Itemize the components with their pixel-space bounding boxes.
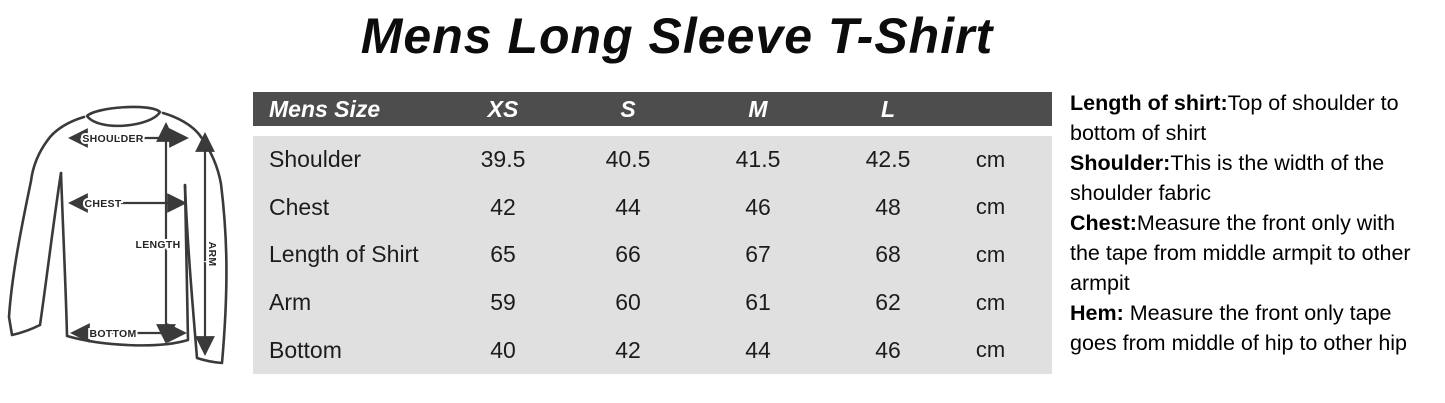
note-length-of-shirt: Length of shirt:Top of shoulder to botto… — [1070, 88, 1430, 148]
size-column-s: S — [620, 95, 636, 122]
value-cell: 61 — [745, 289, 771, 316]
arm-arrow-label: ARM — [206, 242, 218, 267]
note-description: Measure the front only with the tape fro… — [1070, 211, 1411, 295]
size-column-m: M — [748, 95, 768, 122]
table-row-shoulder: Shoulder 39.5 40.5 41.5 42.5 cm — [253, 136, 1052, 184]
note-shoulder: Shoulder:This is the width of the should… — [1070, 148, 1430, 208]
measurement-arrows — [68, 122, 215, 356]
value-cell: 44 — [615, 193, 641, 220]
row-label: Bottom — [269, 336, 342, 363]
note-hem: Hem: Measure the front only tape goes fr… — [1070, 298, 1430, 358]
note-description: Measure the front only tape goes from mi… — [1070, 301, 1408, 355]
value-cell: 39.5 — [480, 146, 526, 173]
table-row-arm: Arm 59 60 61 62 cm — [253, 279, 1052, 327]
size-column-xs: XS — [487, 95, 519, 122]
value-cell: 46 — [745, 193, 771, 220]
value-cell: 40 — [490, 336, 516, 363]
size-table-body: Shoulder 39.5 40.5 41.5 42.5 cm Chest 42… — [253, 136, 1052, 374]
size-column-l: L — [880, 95, 896, 122]
unit-label: cm — [975, 289, 1006, 315]
unit-label: cm — [975, 241, 1006, 267]
shirt-outline-drawing — [7, 105, 228, 365]
unit-label: cm — [975, 337, 1006, 363]
value-cell: 68 — [875, 241, 901, 268]
value-cell: 65 — [490, 241, 516, 268]
value-cell: 59 — [490, 289, 516, 316]
note-chest: Chest:Measure the front only with the ta… — [1070, 208, 1430, 298]
value-cell: 40.5 — [605, 146, 651, 173]
value-cell: 67 — [745, 241, 771, 268]
shoulder-arrow-label: SHOULDER — [82, 133, 143, 145]
measurement-notes: Length of shirt:Top of shoulder to botto… — [1070, 88, 1430, 358]
chest-arrow-label: CHEST — [84, 198, 121, 210]
table-row-chest: Chest 42 44 46 48 cm — [253, 184, 1052, 232]
value-cell: 62 — [875, 289, 901, 316]
value-cell: 66 — [615, 241, 641, 268]
shirt-body — [59, 171, 190, 347]
value-cell: 42.5 — [865, 146, 911, 173]
row-label: Shoulder — [269, 146, 362, 173]
note-term: Length of shirt: — [1070, 91, 1228, 115]
row-label: Length of Shirt — [269, 241, 419, 268]
shirt-left-sleeve — [7, 115, 86, 337]
unit-label: cm — [975, 146, 1006, 172]
row-label: Chest — [269, 193, 330, 220]
size-table: Mens Size XS S M L Shoulder 39.5 40.5 41… — [253, 92, 1052, 374]
note-term: Hem: — [1070, 301, 1124, 325]
note-term: Shoulder: — [1070, 151, 1171, 175]
page-title: Mens Long Sleeve T-Shirt — [360, 8, 994, 64]
note-term: Chest: — [1070, 211, 1137, 235]
value-cell: 41.5 — [735, 146, 781, 173]
note-description: This is the width of the shoulder fabric — [1070, 151, 1385, 205]
value-cell: 42 — [490, 193, 516, 220]
value-cell: 42 — [615, 336, 641, 363]
value-cell: 60 — [615, 289, 641, 316]
size-table-header: Mens Size XS S M L — [253, 92, 1052, 126]
value-cell: 48 — [875, 193, 901, 220]
shirt-right-sleeve — [161, 111, 228, 365]
table-row-length-of-shirt: Length of Shirt 65 66 67 68 cm — [253, 231, 1052, 279]
table-row-bottom: Bottom 40 42 44 46 cm — [253, 326, 1052, 374]
shirt-collar — [85, 105, 162, 128]
bottom-arrow-label: BOTTOM — [89, 328, 136, 340]
length-arrow-label: LENGTH — [136, 239, 181, 251]
value-cell: 44 — [745, 336, 771, 363]
value-cell: 46 — [875, 336, 901, 363]
note-description: Top of shoulder to bottom of shirt — [1070, 91, 1399, 145]
size-table-header-label: Mens Size — [269, 95, 381, 122]
unit-label: cm — [975, 194, 1006, 220]
shirt-measurement-diagram: SHOULDER CHEST LENGTH ARM BOTTOM — [7, 105, 228, 365]
row-label: Arm — [269, 289, 312, 316]
